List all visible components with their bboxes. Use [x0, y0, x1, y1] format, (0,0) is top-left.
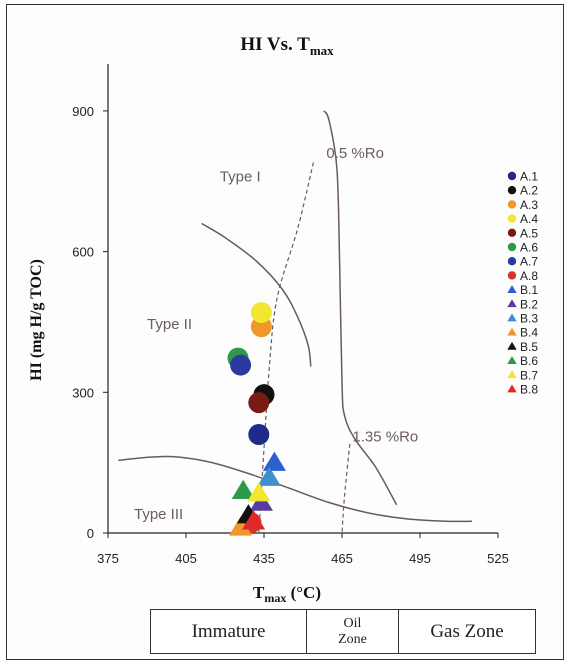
- legend-marker: [507, 313, 517, 322]
- annotation-label: 1.35 %Ro: [352, 429, 418, 446]
- annotation-label: Type I: [220, 168, 261, 185]
- x-tick-label: 495: [409, 551, 431, 566]
- y-tick-label: 600: [72, 245, 94, 260]
- x-tick-label: 405: [175, 551, 197, 566]
- legend-marker: [507, 327, 517, 336]
- y-tick-label: 900: [72, 104, 94, 119]
- point-b-8: [242, 510, 266, 530]
- legend-label: A.8: [520, 269, 538, 283]
- legend-marker: [507, 384, 517, 393]
- legend-label: B.2: [520, 297, 538, 311]
- legend-marker: [507, 214, 517, 223]
- zone-oil: Oil Zone: [307, 610, 399, 653]
- legend-label: B.4: [520, 326, 538, 340]
- legend-marker: [507, 356, 517, 364]
- point-a-1: [248, 424, 270, 446]
- legend-marker: [507, 299, 517, 308]
- chart-title: HI Vs. Tmax: [240, 34, 334, 58]
- legend-label: B.6: [520, 354, 538, 368]
- annotation-label: Type II: [147, 316, 192, 333]
- maturity-zones-table: Immature Oil Zone Gas Zone: [150, 609, 536, 654]
- zone-immature: Immature: [151, 610, 307, 653]
- legend-label: B.5: [520, 340, 538, 354]
- zone-gas: Gas Zone: [430, 620, 504, 642]
- type-iii-curve: [118, 455, 473, 523]
- legend-label: B.3: [520, 312, 538, 326]
- zone-oil-line2: Zone: [338, 631, 367, 647]
- legend-marker: [507, 171, 517, 181]
- legend-label: A.4: [520, 212, 538, 226]
- annotation-label: 0.5 %Ro: [326, 145, 384, 162]
- legend-label: B.8: [520, 383, 538, 397]
- legend-marker: [507, 341, 517, 350]
- legend-label: A.6: [520, 241, 538, 255]
- annotations: Type I Type II Type III 0.5 %Ro 1.35 %Ro: [134, 145, 418, 523]
- point-a-4: [250, 302, 272, 324]
- x-tick-label: 465: [331, 551, 353, 566]
- x-tick-label: 375: [97, 551, 119, 566]
- y-tick-label: 0: [87, 526, 94, 541]
- legend-label: A.2: [520, 184, 538, 198]
- type-i-curve: [323, 110, 398, 506]
- ro-1-35-line: [341, 443, 351, 534]
- legend-marker: [507, 242, 517, 252]
- axes: 375 405 435 465 495 525 0 300 600 900: [72, 64, 509, 566]
- point-b-4: [229, 516, 253, 536]
- point-b-3: [257, 466, 281, 486]
- legend-label: A.5: [520, 226, 538, 240]
- legend-label: A.7: [520, 255, 538, 269]
- y-tick-label: 300: [72, 385, 94, 400]
- point-b-7: [247, 482, 271, 502]
- legend-marker: [507, 285, 517, 293]
- legend-marker: [507, 271, 517, 280]
- point-b-6: [231, 479, 255, 500]
- legend-marker: [507, 200, 517, 209]
- y-axis-title: HI (mg H/g TOC): [28, 259, 45, 381]
- legend-label: A.3: [520, 198, 538, 212]
- legend-marker: [507, 370, 517, 379]
- legend-marker: [507, 186, 517, 195]
- legend: A.1A.2A.3A.4A.5A.6A.7A.8B.1B.2B.3B.4B.5B…: [507, 170, 538, 397]
- data-points: [227, 302, 286, 536]
- type-ii-curve: [201, 222, 312, 367]
- legend-marker: [507, 257, 517, 266]
- legend-marker: [507, 228, 517, 237]
- point-a-5: [248, 392, 270, 414]
- x-tick-label: 435: [253, 551, 275, 566]
- type-curves: [118, 110, 473, 534]
- legend-label: B.7: [520, 368, 538, 382]
- x-tick-label: 525: [487, 551, 509, 566]
- legend-label: B.1: [520, 283, 538, 297]
- point-b-1: [262, 451, 286, 471]
- legend-label: A.1: [520, 170, 538, 184]
- zone-oil-line1: Oil: [343, 615, 362, 631]
- annotation-label: Type III: [134, 506, 183, 523]
- point-a-7: [230, 354, 252, 376]
- figure-frame: [6, 4, 564, 660]
- x-axis-title: Tmax (°C): [253, 583, 321, 605]
